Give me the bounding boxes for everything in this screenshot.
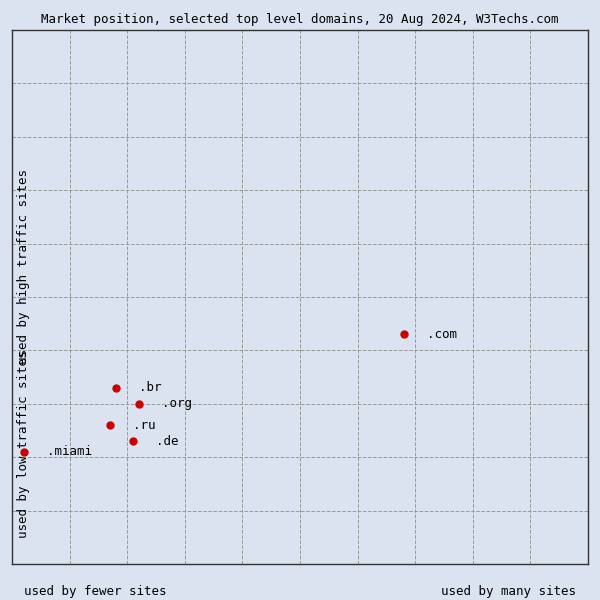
Point [111, 383, 121, 392]
Point [128, 436, 138, 446]
Text: .com: .com [427, 328, 457, 341]
Text: .miami: .miami [47, 445, 92, 458]
Point [134, 399, 143, 409]
Text: .org: .org [162, 397, 192, 410]
Text: used by fewer sites: used by fewer sites [23, 586, 166, 598]
Text: used by high traffic sites: used by high traffic sites [17, 169, 30, 364]
Point [399, 329, 409, 339]
Text: .ru: .ru [133, 419, 155, 431]
Text: used by low traffic sites: used by low traffic sites [17, 350, 30, 538]
Text: .de: .de [156, 434, 179, 448]
Point [19, 447, 28, 457]
Point [105, 421, 115, 430]
Text: used by many sites: used by many sites [442, 586, 577, 598]
Title: Market position, selected top level domains, 20 Aug 2024, W3Techs.com: Market position, selected top level doma… [41, 13, 559, 26]
Text: .br: .br [139, 381, 161, 394]
